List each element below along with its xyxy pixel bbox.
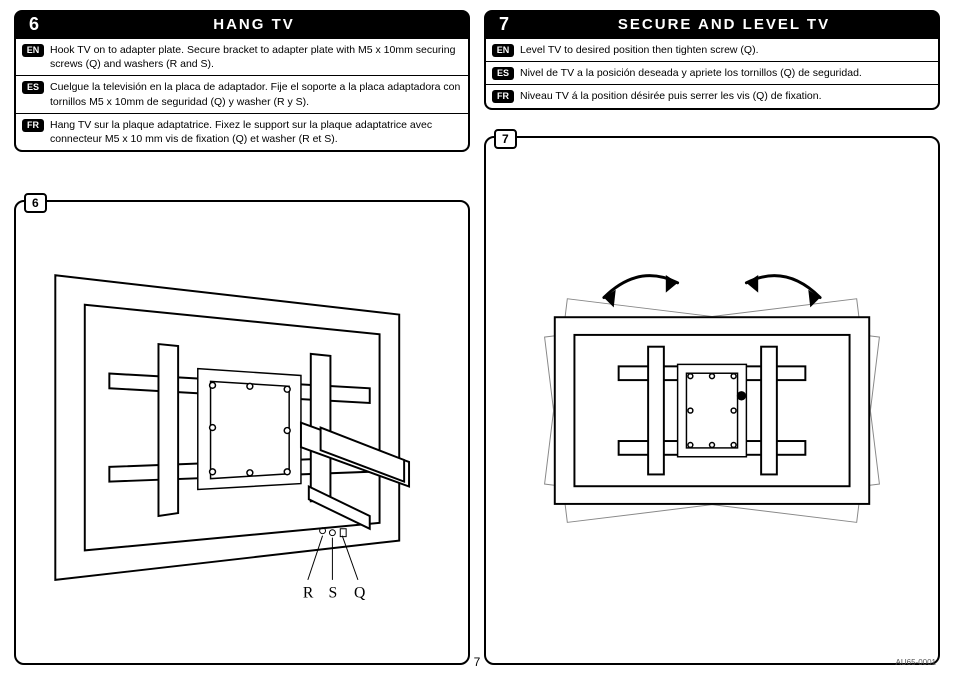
lang-row: ES Cuelgue la televisión en la placa de … bbox=[16, 75, 468, 112]
page-columns: 6 HANG TV EN Hook TV on to adapter plate… bbox=[14, 10, 940, 665]
figure6-box: R S Q bbox=[14, 200, 470, 665]
figure7-tab: 7 bbox=[494, 129, 517, 149]
lang-badge-es: ES bbox=[22, 81, 44, 94]
lang-text: Niveau TV á la position désirée puis ser… bbox=[520, 89, 932, 103]
lang-row: FR Niveau TV á la position désirée puis … bbox=[486, 84, 938, 107]
lang-badge-fr: FR bbox=[22, 119, 44, 132]
left-column: 6 HANG TV EN Hook TV on to adapter plate… bbox=[14, 10, 470, 665]
lang-text: Hook TV on to adapter plate. Secure brac… bbox=[50, 43, 462, 71]
callout-s: S bbox=[328, 585, 337, 602]
lang-text: Nivel de TV a la posición deseada y apri… bbox=[520, 66, 932, 80]
lang-badge-en: EN bbox=[22, 44, 44, 57]
lang-text: Hang TV sur la plaque adaptatrice. Fixez… bbox=[50, 118, 462, 146]
lang-row: EN Hook TV on to adapter plate. Secure b… bbox=[16, 39, 468, 75]
figure7-box bbox=[484, 136, 940, 665]
document-id: AU65-0001 bbox=[896, 658, 936, 667]
figure6-tab: 6 bbox=[24, 193, 47, 213]
lang-row: ES Nivel de TV a la posición deseada y a… bbox=[486, 61, 938, 84]
callout-q: Q bbox=[354, 585, 366, 602]
step6-title: HANG TV bbox=[46, 16, 462, 33]
lang-text: Level TV to desired position then tighte… bbox=[520, 43, 932, 57]
lang-badge-en: EN bbox=[492, 44, 514, 57]
step7-title: SECURE AND LEVEL TV bbox=[516, 16, 932, 33]
step6-number: 6 bbox=[22, 14, 46, 35]
figure6-wrap: 6 bbox=[14, 200, 470, 665]
figure7-svg bbox=[486, 138, 938, 663]
lang-row: FR Hang TV sur la plaque adaptatrice. Fi… bbox=[16, 113, 468, 150]
step7-header: 7 SECURE AND LEVEL TV bbox=[486, 12, 938, 39]
step7-number: 7 bbox=[492, 14, 516, 35]
lang-badge-fr: FR bbox=[492, 90, 514, 103]
step6-header: 6 HANG TV bbox=[16, 12, 468, 39]
lang-row: EN Level TV to desired position then tig… bbox=[486, 39, 938, 61]
figure7-wrap: 7 bbox=[484, 136, 940, 665]
lang-text: Cuelgue la televisión en la placa de ada… bbox=[50, 80, 462, 108]
step6-body: EN Hook TV on to adapter plate. Secure b… bbox=[16, 39, 468, 150]
lang-badge-es: ES bbox=[492, 67, 514, 80]
callout-r: R bbox=[303, 585, 314, 602]
figure6-svg: R S Q bbox=[16, 202, 468, 663]
right-column: 7 SECURE AND LEVEL TV EN Level TV to des… bbox=[484, 10, 940, 665]
step7-instruction-block: 7 SECURE AND LEVEL TV EN Level TV to des… bbox=[484, 10, 940, 110]
page-number: 7 bbox=[0, 655, 954, 669]
step7-body: EN Level TV to desired position then tig… bbox=[486, 39, 938, 108]
step6-instruction-block: 6 HANG TV EN Hook TV on to adapter plate… bbox=[14, 10, 470, 152]
